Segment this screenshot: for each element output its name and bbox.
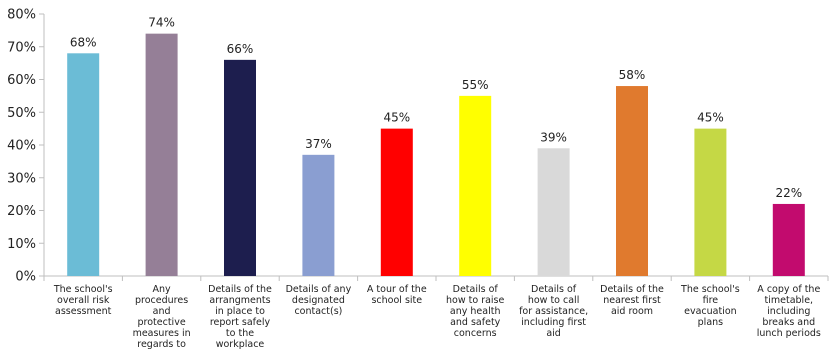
category-label-line: to the xyxy=(226,328,254,339)
category-label: The school's fire evacuation plans xyxy=(680,284,740,328)
category-label: Details of any designated contact(s) xyxy=(286,284,352,317)
category-label-line: contact(s) xyxy=(294,306,342,317)
category-label-line: concerns xyxy=(454,328,497,339)
category-label-line: Details of the xyxy=(208,284,272,295)
category-label: Details of the nearest first aid room xyxy=(600,284,664,317)
bar xyxy=(537,148,570,276)
bar xyxy=(224,59,256,276)
category-label-line: assessment xyxy=(55,306,112,317)
category-label-line: workplace xyxy=(216,339,265,350)
category-label: A copy of the timetable, including breaks a… xyxy=(757,284,821,339)
data-label: 39% xyxy=(540,130,567,144)
category-label-line: overall risk xyxy=(57,295,110,306)
category-label-line: in place to xyxy=(215,306,265,317)
category-label-line: how to call xyxy=(528,295,580,306)
category-label-line: how to raise xyxy=(446,295,504,306)
y-tick-label: 0% xyxy=(15,270,36,285)
category-label-line: Details of xyxy=(453,284,499,295)
category-label-line: breaks and xyxy=(762,317,815,328)
category-label-line: procedures xyxy=(135,295,188,306)
category-label-line: including xyxy=(767,306,810,317)
data-label: 74% xyxy=(148,16,175,30)
data-label: 22% xyxy=(775,186,802,200)
category-label-line: regards to xyxy=(137,339,186,350)
category-label-line: nearest first xyxy=(603,295,661,306)
bar xyxy=(302,154,335,276)
category-label-line: The school's xyxy=(53,284,113,295)
y-tick-label: 50% xyxy=(7,106,36,121)
category-label-line: and safety xyxy=(450,317,501,328)
bar xyxy=(772,203,805,276)
bar xyxy=(616,86,648,276)
category-label-line: The school's xyxy=(680,284,740,295)
category-label-line: lunch periods xyxy=(757,328,821,339)
category-label-line: Details of any xyxy=(286,284,352,295)
y-tick-label: 80% xyxy=(7,8,36,23)
category-label: The school's overall risk assessment xyxy=(53,284,113,317)
category-label-line: protective xyxy=(138,317,186,328)
data-label: 66% xyxy=(227,42,254,56)
data-label: 37% xyxy=(305,137,332,151)
data-label: 55% xyxy=(462,78,489,92)
category-label-line: any health xyxy=(450,306,501,317)
y-tick-label: 60% xyxy=(7,73,36,88)
data-label: 45% xyxy=(383,111,410,125)
bar xyxy=(67,53,100,276)
bar xyxy=(380,128,413,276)
y-tick-label: 20% xyxy=(7,204,36,219)
category-label: Any procedures and protective measures in reg… xyxy=(133,284,191,350)
category-label: Details of how to call for assistance, incl… xyxy=(519,284,588,339)
bar xyxy=(694,128,727,276)
bar xyxy=(459,95,492,276)
category-label: A tour of the school site xyxy=(367,284,427,306)
y-tick-label: 10% xyxy=(7,237,36,252)
data-label: 68% xyxy=(70,35,97,49)
category-label: Details of how to raise any health and safe… xyxy=(446,284,504,339)
category-label-line: including first xyxy=(521,317,586,328)
y-tick-label: 30% xyxy=(7,171,36,186)
category-label-line: aid room xyxy=(611,306,653,317)
category-label-line: evacuation xyxy=(684,306,737,317)
category-label-line: designated xyxy=(292,295,345,306)
category-label-line: A copy of the xyxy=(757,284,820,295)
category-label-line: measures in xyxy=(133,328,191,339)
bar xyxy=(145,33,178,277)
category-label-line: timetable, xyxy=(765,295,814,306)
data-label: 45% xyxy=(697,111,724,125)
y-tick-label: 70% xyxy=(7,40,36,55)
category-label-line: Any xyxy=(153,284,172,295)
y-axis-ticks: 0% 10% 20% 30% 40% 50% 60% 70% 80% xyxy=(7,8,829,285)
category-label-line: arrangments xyxy=(209,295,270,306)
category-label-line: fire xyxy=(703,295,719,306)
category-label-line: school site xyxy=(371,295,422,306)
category-label-line: Details of the xyxy=(600,284,664,295)
category-label-line: and xyxy=(153,306,171,317)
data-label: 58% xyxy=(619,68,646,82)
y-tick-label: 40% xyxy=(7,139,36,154)
category-label-line: aid xyxy=(546,328,561,339)
data-labels-group: 68% 74% 66% 37% 45% 55% 39% 58% 45% 22% xyxy=(70,16,802,200)
category-label-line: for assistance, xyxy=(519,306,588,317)
category-label-line: plans xyxy=(698,317,724,328)
category-label-line: A tour of the xyxy=(367,284,427,295)
category-label: Details of the arrangments in place to repo… xyxy=(208,284,272,350)
category-label-line: Details of xyxy=(531,284,577,295)
category-label-line: report safely xyxy=(210,317,271,328)
bars-group xyxy=(67,33,805,277)
